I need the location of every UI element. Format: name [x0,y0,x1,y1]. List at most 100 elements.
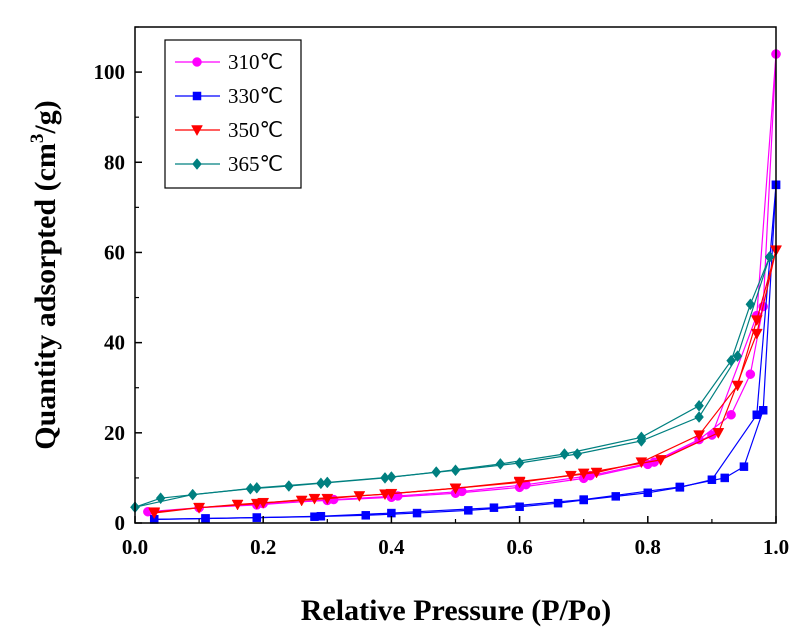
y-axis-title-superscript: 3 [27,134,48,144]
data-point-triangle-down [321,493,334,505]
data-point-square [675,482,685,492]
data-point-triangle-down [353,491,366,502]
y-axis-title-suffix: /g) [29,100,62,134]
legend-label: 350℃ [228,118,283,142]
x-tick-label: 0.2 [250,535,276,559]
adsorption-line [147,54,777,513]
data-point-circle [457,486,467,497]
legend-label: 365℃ [228,152,283,176]
data-point-diamond [764,251,775,263]
data-point-square [316,511,326,521]
y-tick-label: 0 [115,511,126,535]
data-point-square [515,502,524,512]
data-point-square [387,508,396,518]
data-point-square [412,508,422,518]
data-point-diamond [322,476,333,489]
series-4 [130,251,775,514]
data-point-triangle-down [564,470,577,482]
data-point-triangle-down [635,457,648,469]
data-point-triangle-down [308,493,321,505]
data-point-diamond [450,464,461,477]
legend-box [164,39,302,189]
legend-item: 365℃ [175,152,283,176]
y-tick-label: 60 [104,240,125,264]
data-point-triangle-down [148,507,161,519]
data-point-diamond [572,448,583,460]
data-point-square [758,406,768,415]
legend-label: 310℃ [228,50,283,74]
data-point-square [192,91,202,101]
data-point-diamond [431,466,442,478]
x-tick-label: 0.6 [506,535,532,559]
data-point-triangle-down [231,499,244,511]
data-point-triangle-down [191,125,203,137]
data-point-triangle-down [385,488,398,500]
data-point-square [464,506,473,515]
data-point-triangle-down [750,328,763,340]
data-point-diamond [732,350,743,363]
data-point-square [611,492,620,501]
data-point-square [720,473,729,483]
data-point-diamond [514,457,525,469]
data-point-square [752,410,762,420]
data-point-diamond [192,158,202,170]
x-tick-label: 0.4 [378,535,405,559]
axes: 0.0 0.2 0.4 0.6 0.8 1.0 0 20 40 60 80 100 [94,26,789,559]
data-point-square [252,513,262,522]
desorption-line [154,184,777,520]
data-point-square [553,498,563,508]
y-tick-label: 80 [104,150,125,174]
data-point-diamond [155,492,166,505]
legend-label: 330℃ [228,84,283,108]
data-point-triangle-down [449,483,462,495]
legend: 310℃ 330℃ 350℃ 365℃ [164,39,302,189]
legend-item: 310℃ [175,50,283,74]
y-tick-label: 20 [104,421,125,445]
legend-item: 350℃ [175,118,283,142]
data-point-square [361,511,371,520]
y-tick-label: 40 [104,331,125,355]
data-point-triangle-down [295,495,308,507]
data-point-diamond [636,435,647,447]
data-point-triangle-down [250,498,263,510]
data-point-circle [745,369,756,379]
data-point-triangle-down [590,467,603,479]
data-point-square [739,462,749,471]
data-point-diamond [251,481,262,494]
x-axis-title: Relative Pressure (P/Po) [301,594,611,627]
data-point-square [643,488,653,498]
data-point-square [707,475,717,484]
data-point-triangle-down [731,380,744,392]
data-point-diamond [284,480,294,492]
data-point-square [489,503,499,512]
desorption-line [154,250,777,513]
y-axis-title: Quantity adsorpted (cm3/g) [27,100,62,450]
data-point-triangle-down [654,455,667,466]
desorption-line [134,256,771,508]
legend-item: 330℃ [175,84,283,108]
series-2 [149,180,781,524]
series-3 [148,245,782,520]
adsorption-line [154,250,777,514]
y-tick-label: 100 [94,60,126,84]
data-point-triangle-down [513,477,526,489]
data-point-circle [726,410,736,420]
x-tick-label: 0.8 [635,535,661,559]
data-point-diamond [694,411,704,423]
data-point-triangle-down [193,502,206,514]
data-point-diamond [187,488,198,501]
data-point-diamond [745,298,756,311]
x-tick-label: 0.0 [122,535,148,559]
data-point-diamond [559,448,570,460]
data-point-triangle-down [712,428,725,439]
x-tick-label: 1.0 [763,535,789,559]
y-axis-title-prefix: Quantity adsorpted (cm [29,143,62,450]
data-point-triangle-down [577,468,590,480]
data-point-circle [192,57,202,67]
data-point-diamond [386,471,397,483]
data-point-diamond [726,354,736,367]
data-point-triangle-down [693,430,706,442]
data-point-triangle-down [750,315,763,327]
data-point-diamond [495,458,506,470]
